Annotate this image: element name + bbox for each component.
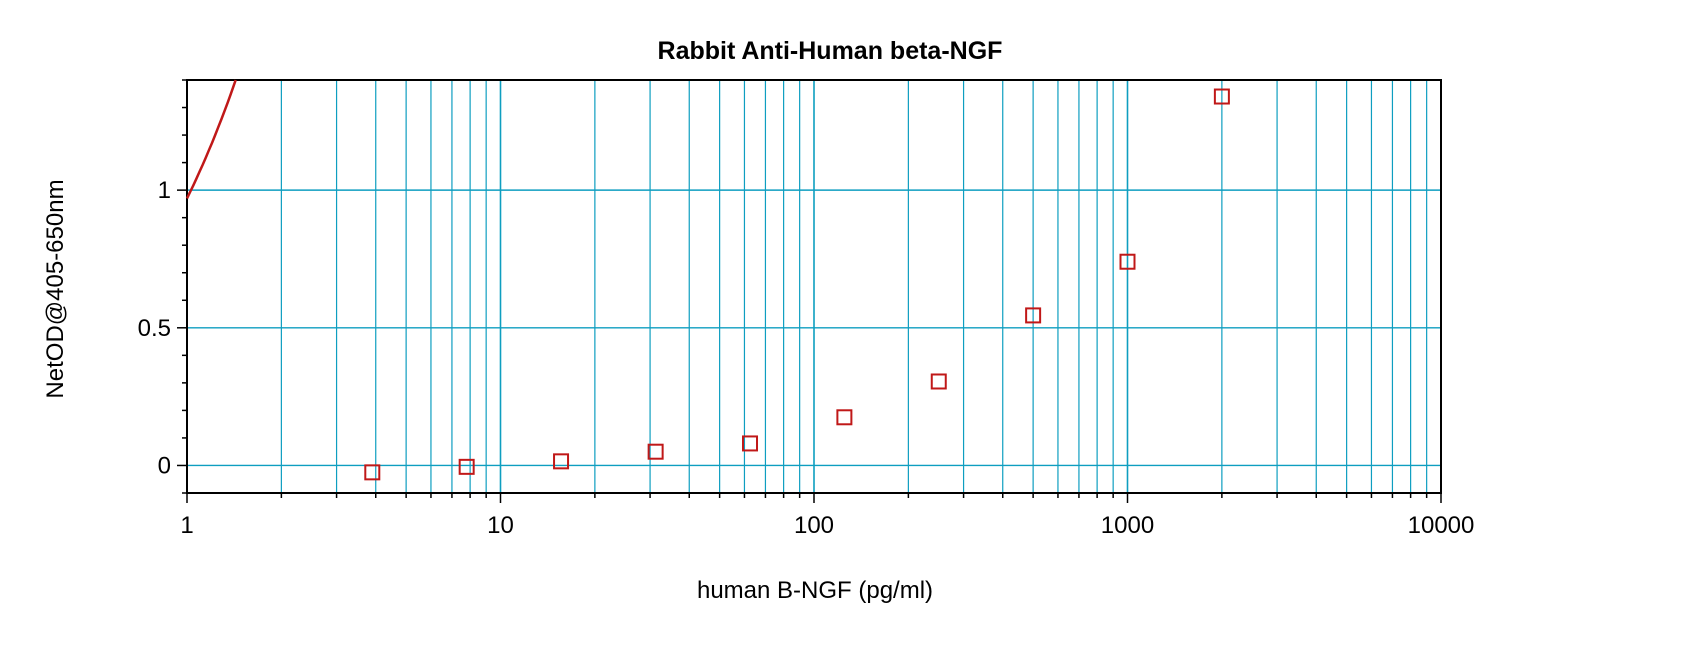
data-points <box>364 88 1230 481</box>
y-axis-label: NetOD@405-650nm <box>42 179 69 398</box>
data-point <box>364 464 381 481</box>
data-point <box>1213 88 1230 105</box>
chart-title: Rabbit Anti-Human beta-NGF <box>658 37 1003 65</box>
data-point <box>930 373 947 390</box>
axis-ticks <box>177 79 1442 503</box>
data-point <box>1119 253 1136 270</box>
data-point <box>742 435 759 452</box>
y-tick-label: 0 <box>158 452 171 479</box>
x-tick-label: 100 <box>794 512 834 539</box>
tick-labels: 1 10 100 1000 10000 0 0.5 1 <box>138 177 1475 539</box>
fit-curve <box>185 79 237 199</box>
x-axis-label: human B-NGF (pg/ml) <box>697 577 933 604</box>
data-point <box>1025 307 1042 324</box>
x-tick-label: 1000 <box>1101 512 1154 539</box>
data-point <box>553 453 570 470</box>
x-tick-label: 1 <box>180 512 193 539</box>
data-point <box>647 443 664 460</box>
x-tick-label: 10000 <box>1408 512 1475 539</box>
y-tick-label: 0.5 <box>138 315 171 342</box>
data-point <box>458 458 475 475</box>
grid <box>187 80 1441 493</box>
y-tick-label: 1 <box>158 177 171 204</box>
data-point <box>836 409 853 426</box>
x-tick-label: 10 <box>487 512 514 539</box>
